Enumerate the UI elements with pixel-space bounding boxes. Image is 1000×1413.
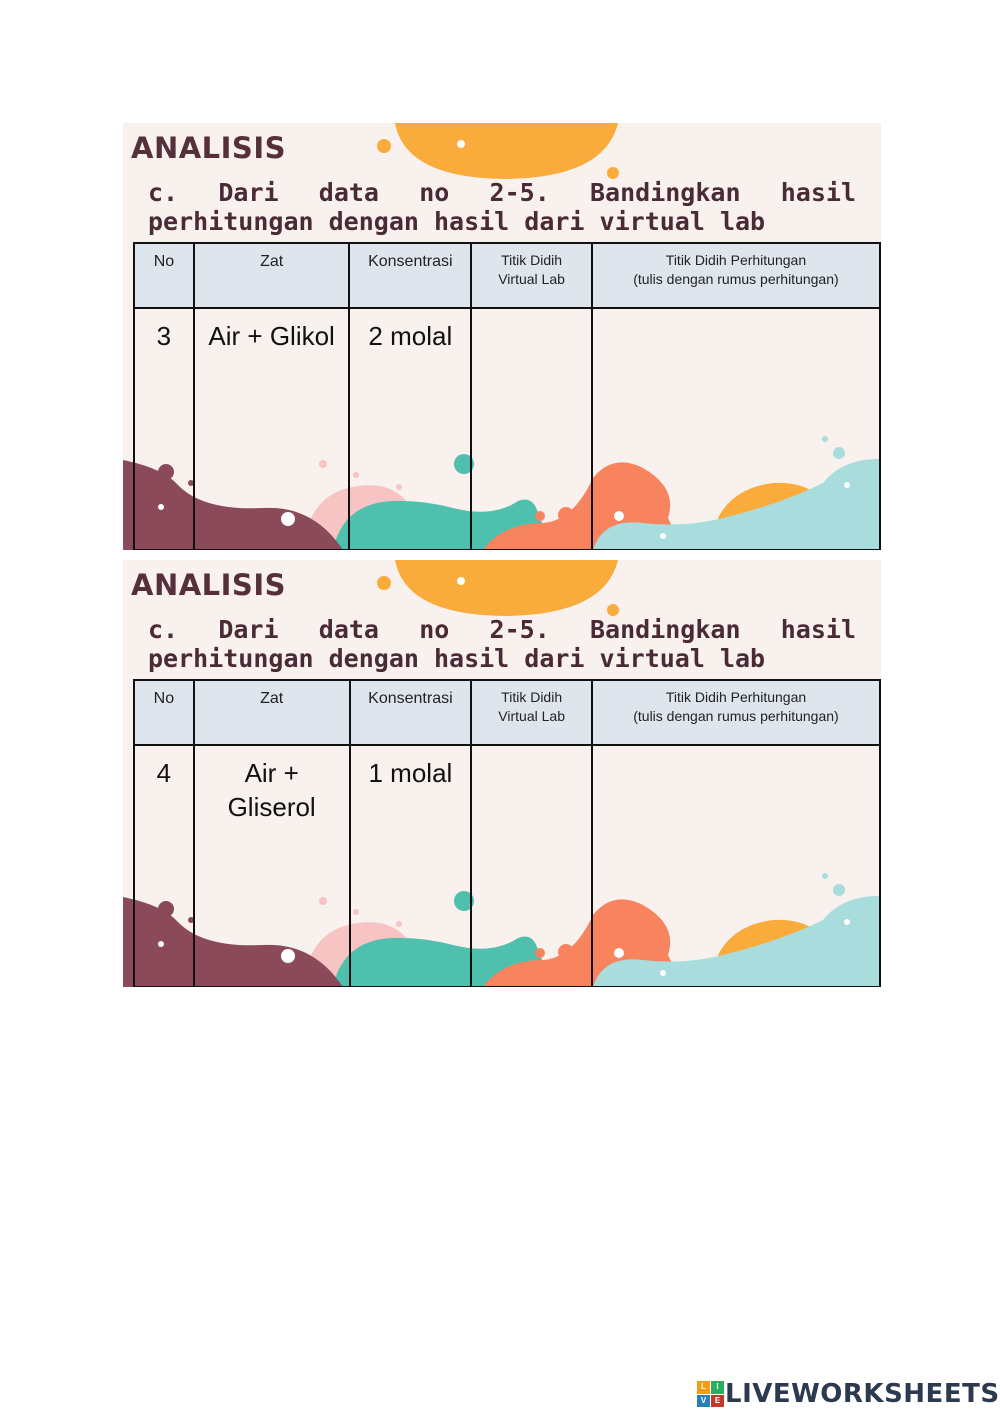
header-perhitungan: Titik Didih Perhitungan (tulis dengan ru…	[590, 679, 881, 746]
header-zat: Zat	[192, 679, 351, 746]
cell-virtual-lab-input[interactable]	[470, 307, 593, 550]
cell-no: 3	[133, 307, 195, 550]
logo-icon: L I V E	[697, 1381, 724, 1407]
header-no: No	[133, 242, 195, 309]
cell-perhitungan-input[interactable]	[590, 744, 881, 987]
analysis-heading: ANALISIS	[131, 568, 286, 602]
cell-zat: Air + Gliserol	[192, 744, 351, 987]
table-row: 3 Air + Glikol 2 molal	[133, 307, 881, 550]
data-table: No Zat Konsentrasi Titik Didih Virtual L…	[133, 242, 881, 550]
cell-virtual-lab-input[interactable]	[470, 744, 593, 987]
header-konsentrasi: Konsentrasi	[348, 679, 473, 746]
cell-perhitungan-input[interactable]	[590, 307, 881, 550]
table-row: 4 Air + Gliserol 1 molal	[133, 744, 881, 987]
question-text: c. Dari data no 2-5. Bandingkan hasil pe…	[148, 178, 856, 236]
header-zat: Zat	[192, 242, 351, 309]
header-no: No	[133, 679, 195, 746]
cell-konsentrasi: 2 molal	[348, 307, 473, 550]
header-konsentrasi: Konsentrasi	[348, 242, 473, 309]
cell-no: 4	[133, 744, 195, 987]
analysis-card-2: ANALISIS c. Dari data no 2-5. Bandingkan…	[123, 560, 881, 987]
analysis-heading: ANALISIS	[131, 131, 286, 165]
question-text: c. Dari data no 2-5. Bandingkan hasil pe…	[148, 615, 856, 673]
header-virtual-lab: Titik Didih Virtual Lab	[470, 679, 593, 746]
analysis-card-1: ANALISIS c. Dari data no 2-5. Bandingkan…	[123, 123, 881, 550]
liveworksheets-logo[interactable]: L I V E LIVEWORKSHEETS	[697, 1379, 1000, 1409]
header-perhitungan: Titik Didih Perhitungan (tulis dengan ru…	[590, 242, 881, 309]
brand-name: LIVEWORKSHEETS	[725, 1379, 1000, 1409]
cell-konsentrasi: 1 molal	[348, 744, 473, 987]
cell-zat: Air + Glikol	[192, 307, 351, 550]
data-table: No Zat Konsentrasi Titik Didih Virtual L…	[133, 679, 881, 987]
header-virtual-lab: Titik Didih Virtual Lab	[470, 242, 593, 309]
